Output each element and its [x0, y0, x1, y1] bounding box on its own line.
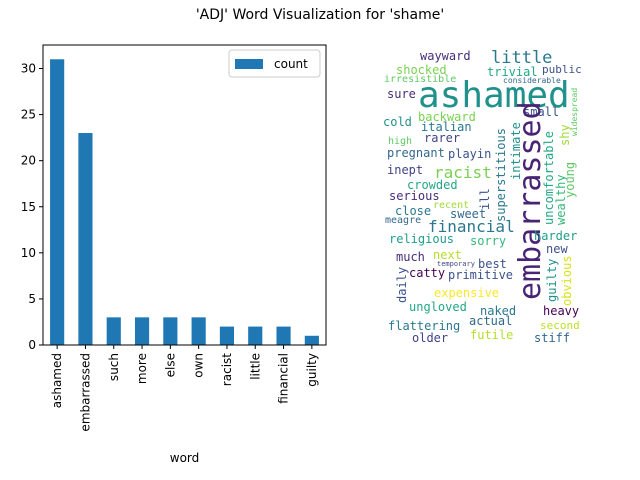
wordcloud-word: recent: [433, 200, 469, 211]
legend-label: count: [274, 57, 308, 71]
wordcloud-word: actual: [469, 314, 512, 328]
wordcloud-word: naked: [480, 304, 516, 318]
bar-else: [163, 317, 178, 345]
figure-title: 'ADJ' Word Visualization for 'shame': [195, 7, 445, 23]
wordcloud-word: ashamed: [418, 75, 570, 116]
bar-embarrassed: [78, 133, 93, 345]
wordcloud-word: sorry: [470, 234, 506, 248]
wordcloud-word: sweet: [450, 207, 486, 221]
wordcloud-word: harder: [534, 229, 577, 243]
y-tick-label: 20: [21, 154, 36, 168]
y-tick-label: 15: [21, 200, 36, 214]
wordcloud-word: serious: [389, 189, 440, 203]
wordcloud-word: backward: [418, 110, 476, 124]
wordcloud-word: daily: [395, 267, 409, 303]
x-tick-label: ashamed: [50, 353, 64, 408]
wordcloud-word: wealthy: [554, 174, 568, 225]
x-axis-label: word: [170, 451, 200, 465]
wordcloud-word: meagre: [385, 215, 421, 226]
x-tick-label: such: [107, 353, 121, 381]
x-tick-label: guilty: [305, 353, 319, 387]
plot-frame: [42, 44, 327, 346]
wordcloud-word: guilty: [545, 259, 559, 302]
wordcloud-word: heavy: [543, 304, 579, 318]
bar-ashamed: [50, 59, 65, 346]
wordcloud-word: intimate: [509, 122, 523, 180]
wordcloud-word: considerable: [503, 76, 561, 85]
wordcloud-word: religious: [389, 232, 454, 246]
wordcloud-word: trivial: [487, 65, 538, 79]
wordcloud-word: financial: [428, 217, 515, 236]
wordcloud-word: ungloved: [409, 300, 467, 314]
x-tick-label: own: [192, 353, 206, 378]
wordcloud-word: cold: [383, 115, 412, 129]
wordcloud-word: futile: [470, 328, 513, 342]
bar-financial: [276, 326, 291, 345]
wordcloud-word: shy: [558, 124, 572, 146]
wordcloud-word: next: [433, 248, 462, 262]
wordcloud-word: irresistible: [384, 74, 456, 85]
wordcloud-word: close: [395, 204, 431, 218]
x-tick-label: more: [135, 353, 149, 384]
x-tick-label: little: [248, 353, 262, 380]
y-tick-label: 30: [21, 62, 36, 76]
wordcloud-word: playin: [448, 147, 491, 161]
wordcloud-word: widespread: [570, 88, 579, 136]
wordcloud-word: sure: [387, 87, 416, 101]
wordcloud-word: temporary: [437, 260, 475, 268]
wordcloud-word: best: [478, 257, 507, 271]
wordcloud-word: racist: [434, 163, 492, 182]
wordcloud-word: obvious: [560, 255, 574, 306]
wordcloud-word: flattering: [388, 319, 460, 333]
wordcloud-word: superstitious: [494, 128, 508, 222]
y-tick-label: 10: [21, 246, 36, 260]
y-tick-label: 25: [21, 108, 36, 122]
legend-swatch: [235, 59, 263, 69]
wordcloud-word: uncomfortable: [542, 131, 556, 225]
x-tick-label: else: [163, 353, 177, 377]
wordcloud-word: older: [412, 331, 448, 345]
wordcloud-word: wayward: [420, 49, 471, 63]
y-tick-label: 0: [28, 338, 36, 352]
wordcloud-word: embarrassed: [513, 101, 548, 300]
wordcloud-word: young: [563, 162, 577, 198]
wordcloud-word: much: [396, 250, 425, 264]
wordcloud-word: rarer: [424, 131, 460, 145]
wordcloud-word: inept: [387, 163, 423, 177]
wordcloud-word: ill: [478, 188, 492, 210]
wordcloud-word: second: [540, 319, 580, 332]
bar-guilty: [304, 335, 319, 345]
x-tick-label: racist: [220, 353, 234, 386]
wordcloud-word: little: [491, 48, 552, 68]
bar-own: [191, 317, 206, 345]
wordcloud-word: italian: [421, 120, 472, 134]
legend: count: [228, 49, 321, 78]
wordcloud-word: new: [546, 242, 568, 256]
wordcloud-word: small: [523, 105, 559, 119]
y-tick-label: 5: [28, 292, 36, 306]
wordcloud-word: public: [542, 63, 582, 76]
wordcloud-word: expensive: [434, 286, 499, 300]
wordcloud-word: stiff: [534, 331, 570, 345]
wordcloud-word: pregnant: [387, 146, 445, 160]
bar-racist: [219, 326, 235, 345]
wordcloud-word: high: [388, 136, 412, 147]
wordcloud-word: shocked: [396, 63, 447, 77]
wordcloud-word: catty: [409, 266, 445, 280]
x-tick-label: embarrassed: [78, 353, 92, 432]
bar-such: [106, 317, 121, 345]
bar-little: [248, 326, 263, 345]
x-tick-label: financial: [277, 353, 291, 404]
bar-more: [134, 317, 150, 345]
wordcloud-word: crowded: [407, 178, 458, 192]
wordcloud-word: primitive: [448, 268, 513, 282]
legend-frame: [228, 49, 321, 78]
